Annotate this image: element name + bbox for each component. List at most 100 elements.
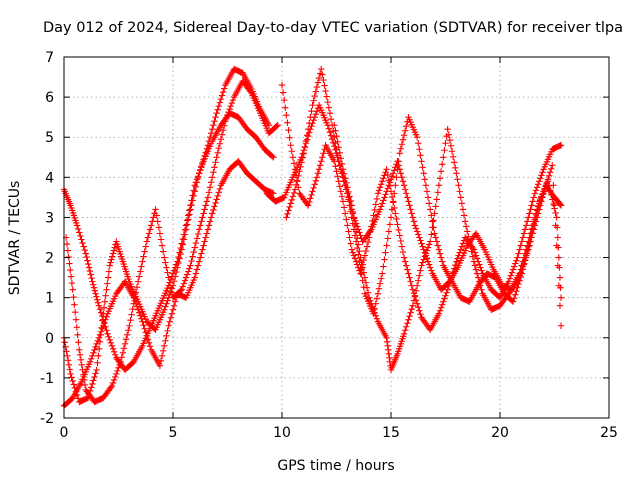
data-point: [93, 366, 100, 374]
data-point: [336, 149, 343, 156]
data-point: [179, 283, 187, 290]
data-point: [525, 246, 532, 253]
data-point: [119, 349, 127, 357]
data-point: [195, 258, 203, 265]
data-point: [77, 232, 84, 240]
data-point: [433, 238, 440, 245]
data-point: [86, 387, 94, 395]
data-point: [91, 287, 98, 294]
data-point: [140, 253, 147, 260]
data-point: [197, 222, 204, 229]
chart-title: Day 012 of 2024, Sidereal Day-to-day VTE…: [43, 20, 623, 36]
data-point: [418, 262, 425, 269]
data-point: [340, 170, 348, 178]
data-point: [222, 117, 229, 125]
data-point: [319, 154, 326, 161]
data-point: [377, 181, 385, 188]
data-point: [138, 315, 145, 322]
data-point: [291, 166, 299, 173]
x-tick-label: 0: [60, 425, 69, 441]
data-point: [150, 214, 157, 221]
data-point: [557, 201, 564, 208]
data-point: [65, 253, 72, 261]
data-point: [334, 138, 341, 145]
data-point: [75, 339, 82, 346]
data-point: [96, 305, 104, 313]
data-point: [141, 248, 148, 255]
data-point: [204, 142, 212, 149]
data-point: [538, 172, 545, 179]
data-point: [203, 230, 210, 237]
data-point: [92, 370, 99, 377]
data-point: [67, 266, 74, 274]
data-point: [345, 228, 352, 235]
data-point: [214, 149, 221, 156]
data-point: [110, 247, 118, 254]
data-point: [449, 153, 457, 160]
data-point: [121, 340, 129, 347]
data-point: [193, 266, 201, 273]
data-point: [327, 132, 335, 139]
data-point: [159, 347, 167, 355]
data-point: [373, 195, 381, 203]
data-point: [88, 384, 95, 391]
data-point: [527, 238, 534, 245]
data-point: [442, 292, 449, 299]
data-point: [83, 253, 90, 261]
data-point: [388, 206, 396, 213]
data-point: [356, 247, 363, 255]
data-point: [108, 382, 116, 390]
data-point: [352, 228, 360, 235]
series-trace-g: [283, 65, 565, 317]
data-point: [180, 236, 188, 243]
data-point: [516, 272, 523, 279]
data-point: [285, 207, 292, 214]
data-point: [439, 161, 446, 168]
data-point: [217, 136, 225, 143]
data-point: [513, 279, 520, 287]
data-point: [304, 202, 312, 209]
data-point: [408, 305, 415, 313]
data-point: [280, 96, 288, 104]
y-tick-label: 1: [45, 291, 54, 307]
data-point: [437, 304, 445, 311]
data-point: [537, 202, 544, 209]
data-point: [103, 327, 110, 334]
data-point: [312, 177, 319, 185]
data-point: [337, 188, 345, 195]
data-point: [533, 184, 541, 191]
data-point: [176, 255, 183, 262]
data-point: [300, 150, 307, 157]
data-point: [428, 267, 435, 274]
data-point: [405, 270, 412, 277]
data-point: [77, 356, 85, 364]
data-point: [198, 163, 205, 170]
data-point: [142, 243, 149, 250]
data-point: [127, 317, 134, 324]
data-point: [510, 294, 518, 302]
data-point: [409, 214, 416, 221]
data-point: [187, 262, 194, 269]
data-point: [309, 188, 316, 195]
data-point: [67, 273, 75, 280]
data-point: [400, 182, 408, 189]
data-point: [543, 179, 551, 187]
data-point: [336, 183, 343, 190]
data-point: [447, 142, 455, 149]
data-point: [424, 194, 432, 201]
data-point: [219, 88, 227, 96]
data-point: [180, 280, 188, 287]
data-point: [395, 226, 402, 234]
data-point: [139, 318, 146, 325]
data-point: [425, 200, 433, 207]
data-point: [167, 288, 175, 295]
data-point: [421, 253, 428, 260]
data-point: [519, 263, 527, 270]
data-point: [557, 142, 565, 149]
data-point: [534, 210, 542, 217]
data-point: [211, 164, 218, 171]
data-point: [521, 257, 529, 264]
data-point: [411, 222, 419, 229]
plot-frame: [63, 56, 610, 419]
grid-lines: [64, 57, 609, 418]
